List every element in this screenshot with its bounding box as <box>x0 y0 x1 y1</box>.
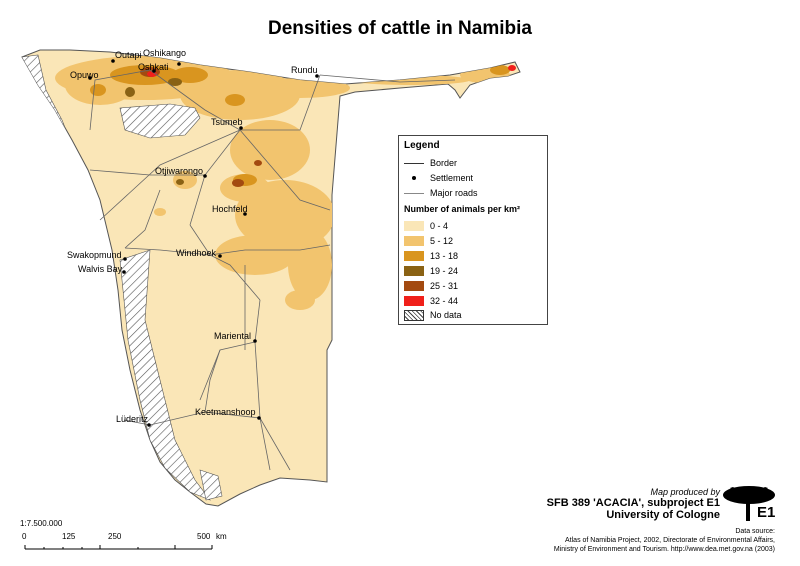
town-label-oshkati: Oshkati <box>138 62 169 72</box>
legend-label: Border <box>430 158 458 168</box>
legend: Legend Border Settlement Major roads Num… <box>398 135 548 325</box>
legend-label: Settlement <box>430 173 474 183</box>
legend-label: 19 - 24 <box>430 266 459 276</box>
legend-item-border: Border <box>404 157 457 169</box>
settlements <box>88 59 319 427</box>
credit-line-3: University of Cologne <box>606 509 720 521</box>
legend-title: Legend <box>404 140 440 151</box>
border-line-icon <box>404 158 424 168</box>
legend-item-settlement: Settlement <box>404 172 473 184</box>
scale-tick-label: 500 <box>197 532 211 541</box>
credit-block: Map produced by SFB 389 'ACACIA', subpro… <box>536 487 720 521</box>
legend-class: 32 - 44 <box>404 295 458 307</box>
acacia-tree-logo <box>723 486 775 521</box>
legend-class: 0 - 4 <box>404 220 448 232</box>
legend-label: 5 - 12 <box>430 236 454 246</box>
legend-label: Major roads <box>430 188 478 198</box>
town-label-windhoek: Windhoek <box>176 248 217 258</box>
town-label-tsumeb: Tsumeb <box>211 117 243 127</box>
town-label-walvis-bay: Walvis Bay <box>78 264 123 274</box>
town-label-hochfeld: Hochfeld <box>212 204 248 214</box>
town-label-outapi: Outapi <box>115 50 142 60</box>
map-title: Densities of cattle in Namibia <box>268 18 532 39</box>
town-label-mariental: Mariental <box>214 331 251 341</box>
scale-tick-label: 125 <box>62 532 76 541</box>
town-label-luderitz: Lüderitz <box>116 414 149 424</box>
legend-label: 13 - 18 <box>430 251 459 261</box>
logo-label: E1 <box>757 504 776 521</box>
color-swatch <box>404 221 424 231</box>
legend-label: 0 - 4 <box>430 221 449 231</box>
legend-label: 32 - 44 <box>430 296 459 306</box>
legend-class: 13 - 18 <box>404 250 458 262</box>
density-layer <box>22 54 516 501</box>
town-label-oshikango: Oshikango <box>143 48 186 58</box>
source-line-2: Atlas of Namibia Project, 2002, Director… <box>565 537 775 544</box>
legend-class: 25 - 31 <box>404 280 458 292</box>
scale-tick-label: 250 <box>108 532 122 541</box>
legend-label: 25 - 31 <box>430 281 459 291</box>
source-line-3: Ministry of Environment and Tourism. htt… <box>553 546 775 553</box>
scale-tick-label: 0 <box>22 532 27 541</box>
town-label-otjiwarongo: Otjiwarongo <box>155 166 203 176</box>
credit-line-1: Map produced by <box>650 487 720 497</box>
color-swatch <box>404 281 424 291</box>
data-source: Data source: Atlas of Namibia Project, 2… <box>470 527 775 554</box>
color-swatch <box>404 266 424 276</box>
town-label-swakopmund: Swakopmund <box>67 250 122 260</box>
credit-line-2: SFB 389 'ACACIA', subproject E1 <box>546 497 720 509</box>
legend-label: No data <box>430 310 462 320</box>
color-swatch <box>404 296 424 306</box>
source-line-1: Data source: <box>735 528 775 535</box>
scale-bar <box>24 545 213 550</box>
town-label-rundu: Rundu <box>291 65 318 75</box>
road-line-icon <box>404 188 424 198</box>
town-label-keetmanshoop: Keetmanshoop <box>195 407 256 417</box>
settlement-dot-icon <box>404 173 424 183</box>
legend-item-roads: Major roads <box>404 187 478 199</box>
color-swatch <box>404 251 424 261</box>
scale-ratio: 1:7.500.000 <box>20 519 63 528</box>
legend-class: 19 - 24 <box>404 265 458 277</box>
scale-unit: km <box>216 532 227 541</box>
legend-item-nodata: No data <box>404 309 462 321</box>
legend-class: 5 - 12 <box>404 235 453 247</box>
hatch-swatch <box>404 309 424 321</box>
legend-density-title: Number of animals per km² <box>404 204 521 214</box>
color-swatch <box>404 236 424 246</box>
town-label-opuwo: Opuwo <box>70 70 99 80</box>
